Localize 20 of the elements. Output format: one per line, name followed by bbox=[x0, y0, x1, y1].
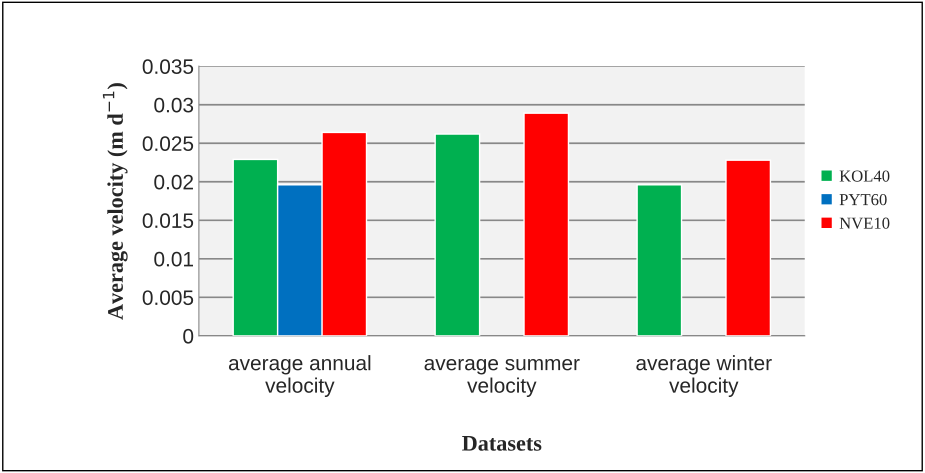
y-tick-label: 0.01 bbox=[154, 252, 193, 267]
x-tick-label: average annual velocity bbox=[228, 355, 370, 397]
x-tick-label: average summer velocity bbox=[424, 358, 580, 397]
y-tick-label: 0.03 bbox=[154, 98, 194, 112]
legend-label: PYT60 bbox=[840, 194, 887, 206]
bar bbox=[636, 184, 682, 336]
y-tick-label: 0.015 bbox=[142, 213, 194, 228]
y-tick-label: 0.02 bbox=[154, 174, 193, 190]
legend-label: KOL40 bbox=[840, 170, 890, 182]
y-tick-label: 0 bbox=[183, 328, 194, 344]
y-tick-label: 0.005 bbox=[142, 290, 194, 306]
y-tick-label: 0.035 bbox=[142, 59, 194, 74]
bar bbox=[523, 112, 570, 336]
bar bbox=[434, 133, 480, 336]
y-axis-title: Average velocity (m d$^{−1}$) bbox=[102, 83, 128, 320]
y-tick-label: 0.025 bbox=[142, 136, 194, 152]
bar bbox=[725, 160, 772, 336]
x-axis-title: Datasets bbox=[462, 436, 542, 451]
legend-label: NVE10 bbox=[840, 218, 890, 229]
x-tick-label: average winter velocity bbox=[636, 355, 772, 397]
